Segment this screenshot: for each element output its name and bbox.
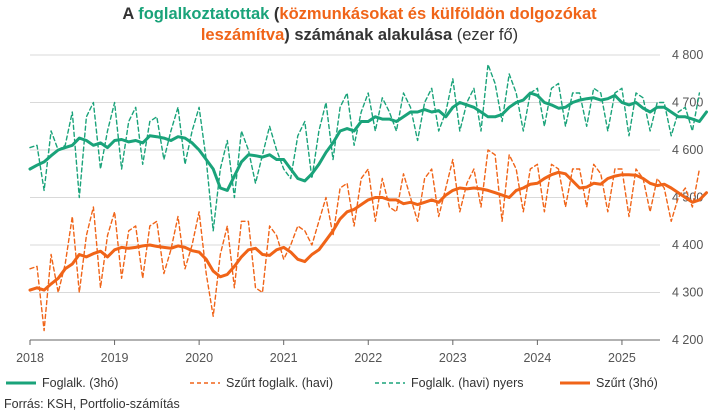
- series-line-2: [29, 149, 701, 332]
- x-tick-label: 2019: [101, 351, 129, 365]
- x-tick-label: 2024: [523, 351, 551, 365]
- chart-title-line-2: leszámítva) számának alakulása (ezer fő): [0, 25, 719, 46]
- y-tick-label: 4 200: [672, 333, 703, 347]
- title-prefix: A: [122, 5, 139, 23]
- title-suffix: ) számának alakulása: [284, 26, 453, 44]
- title-exclusion-highlight-2: leszámítva: [200, 26, 285, 44]
- title-open-paren: (: [269, 5, 280, 23]
- legend-label: Szűrt (3hó): [596, 376, 658, 390]
- series-line-3: [29, 63, 701, 232]
- legend-label: Foglalk. (3hó): [42, 376, 118, 390]
- source-note: Forrás: KSH, Portfolio-számítás: [4, 397, 180, 411]
- y-tick-label: 4 300: [672, 286, 703, 300]
- legend: Foglalk. (3hó) Szűrt foglalk. (havi) Fogla…: [6, 376, 658, 390]
- series-line-4: [28, 170, 708, 292]
- legend-label: Foglalk. (havi) nyers: [411, 376, 524, 390]
- x-tick-label: 2020: [185, 351, 213, 365]
- chart-title-line-1: A foglalkoztatottak (közmunkásokat és kü…: [0, 4, 719, 25]
- y-tick-label: 4 800: [672, 48, 703, 62]
- series-lines: [28, 63, 708, 332]
- grid-lines: [30, 54, 660, 293]
- y-tick-label: 4 600: [672, 143, 703, 157]
- y-tick-label: 4 400: [672, 238, 703, 252]
- title-employed-highlight: foglalkoztatottak: [138, 5, 270, 23]
- title-exclusion-highlight: közmunkásokat és külföldön dolgozókat: [279, 5, 597, 23]
- x-tick-label: 2025: [608, 351, 636, 365]
- title-unit: (ezer fő): [452, 26, 519, 44]
- x-tick-label: 2023: [439, 351, 467, 365]
- x-axis: 2018 2019 2020 2021 2022 2023 2024 2025: [16, 339, 660, 365]
- x-tick-label: 2021: [270, 351, 298, 365]
- y-tick-label: 4 700: [672, 96, 703, 110]
- legend-label: Szűrt foglalk. (havi): [226, 376, 333, 390]
- x-tick-label: 2022: [354, 351, 382, 365]
- series-line-1: [28, 91, 708, 192]
- x-tick-label: 2018: [16, 351, 44, 365]
- chart-title: A foglalkoztatottak (közmunkásokat és kü…: [0, 4, 719, 46]
